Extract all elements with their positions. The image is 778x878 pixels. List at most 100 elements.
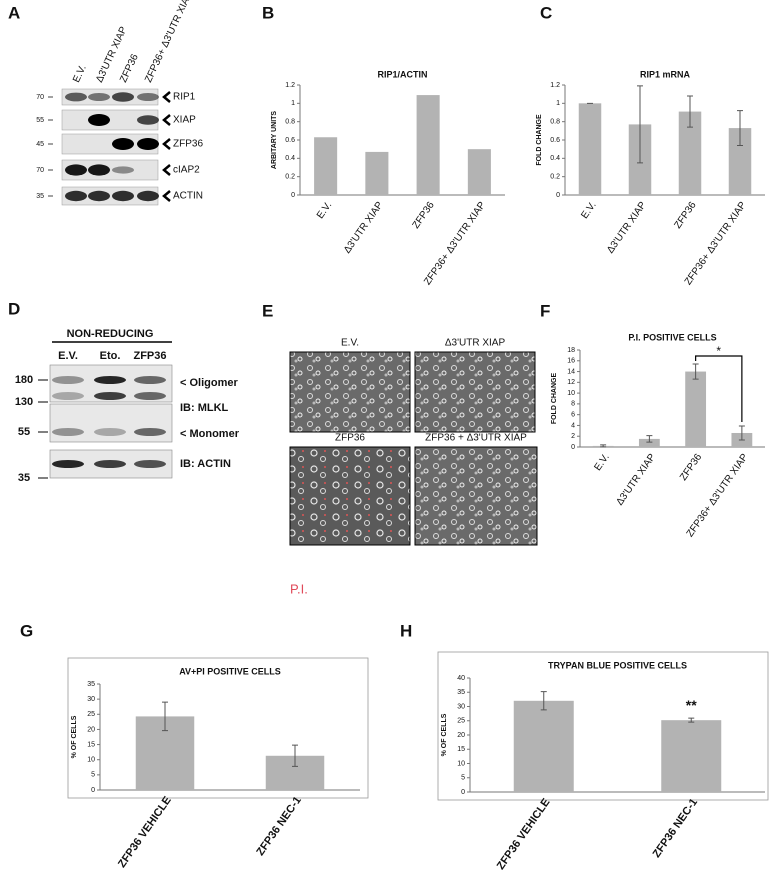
chart-title: P.I. POSITIVE CELLS [628,332,716,342]
y-tick-label: 30 [457,703,465,710]
y-tick-label: 8 [571,401,575,408]
panel-letter: H [400,621,412,640]
band [65,164,87,176]
band [137,115,159,125]
y-tick-label: 25 [457,718,465,725]
band [112,92,134,102]
arrow [162,190,171,202]
band [134,428,166,436]
error-bar [688,717,695,723]
arrow [162,164,171,176]
lane-label: ZFP36 [133,350,166,362]
y-tick-label: 2 [571,433,575,440]
error-bar [737,110,743,146]
size-marker: 130 [15,396,33,408]
arrow [162,138,171,150]
size-marker: 180 [15,374,33,386]
y-tick-label: 1.2 [550,82,560,89]
size-marker: 35 [18,472,30,484]
y-tick-label: 5 [91,772,95,779]
band [52,428,84,436]
y-tick-label: 0.4 [550,155,560,162]
y-tick-label: 10 [567,390,575,397]
chart-frame [67,657,369,799]
error-bar [687,95,693,128]
band [65,190,87,202]
y-tick-label: 0.2 [285,174,295,181]
y-tick-label: 1 [556,100,560,107]
y-tick-label: 0.4 [285,155,295,162]
band [94,428,126,436]
error-bar [637,85,643,164]
y-tick-label: 1.2 [285,82,295,89]
error-bar [292,744,298,767]
band [112,138,134,150]
y-tick-label: 16 [567,358,575,365]
error-bar [162,701,168,732]
band [88,190,110,202]
panel-letter: A [8,3,20,22]
size-marker: 70 [36,94,44,101]
y-tick-label: 35 [87,681,95,688]
significance-mark: * [716,344,721,358]
size-marker: 35 [36,193,44,200]
y-tick-label: 12 [567,379,575,386]
y-tick-label: 0 [91,787,95,794]
stain-label: P.I. [290,581,308,596]
bar [685,371,707,447]
band [134,460,166,468]
bar [513,700,574,792]
lane-label: Eto. [100,350,121,362]
micrograph [289,351,411,433]
y-tick-label: 0 [571,444,575,451]
chart-title: AV+PI POSITIVE CELLS [179,666,281,676]
error-bar [540,691,547,711]
band [52,460,84,468]
y-tick-label: 15 [87,741,95,748]
bar [467,149,491,195]
y-tick-label: 20 [457,732,465,739]
significance-bracket [695,355,743,422]
size-marker: 45 [36,141,44,148]
blot-label: IB: ACTIN [180,458,231,470]
protein-label: ACTIN [173,191,203,202]
bar [578,103,602,195]
band [112,166,134,174]
bar [365,151,389,195]
blot-label: < Monomer [180,428,240,440]
blot-label: IB: MLKL [180,402,229,414]
arrow [162,114,171,126]
y-axis-label: FOLD CHANGE [551,373,558,425]
band [52,376,84,384]
band [65,92,87,102]
y-tick-label: 14 [567,368,575,375]
size-marker: 70 [36,167,44,174]
y-tick-label: 0.6 [285,137,295,144]
bar [661,720,722,792]
y-tick-label: 10 [87,757,95,764]
y-tick-label: 30 [87,696,95,703]
panel-letter: D [8,299,20,318]
band [88,114,110,126]
y-tick-label: 6 [571,412,575,419]
error-bar [600,444,607,448]
bar [678,111,702,195]
image-caption: E.V. [341,338,359,349]
panel-letter: G [20,621,33,640]
band [94,392,126,400]
y-axis-label: ARBITARY UNITS [271,111,278,170]
band [134,376,166,384]
y-tick-label: 4 [571,422,575,429]
chart-title: TRYPAN BLUE POSITIVE CELLS [548,660,687,670]
protein-label: ZFP36 [173,139,203,150]
micrograph [414,446,538,546]
y-axis-label: % OF CELLS [441,713,448,756]
band [137,93,159,101]
error-bar [738,425,745,441]
blot-strip [49,403,173,443]
y-tick-label: 5 [461,775,465,782]
panel-letter: E [262,301,273,320]
y-tick-label: 40 [457,675,465,682]
band [52,392,84,400]
